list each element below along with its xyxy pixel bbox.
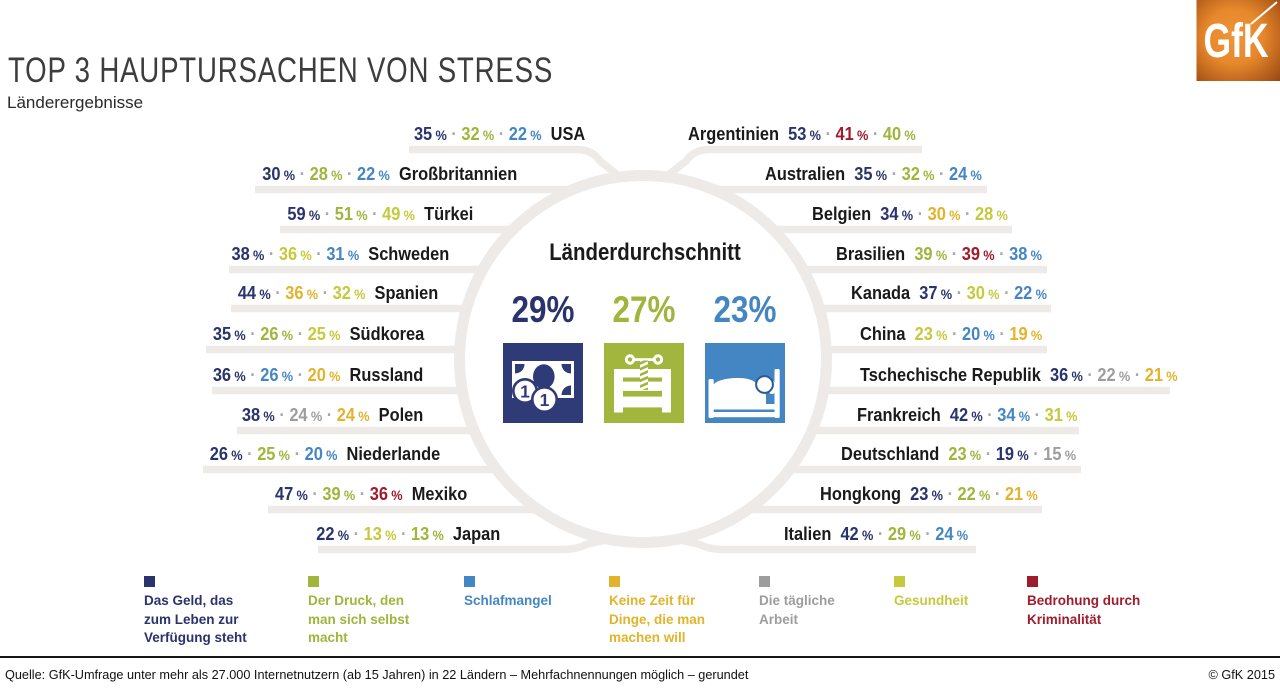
svg-text:1: 1 xyxy=(540,390,550,410)
svg-text:1: 1 xyxy=(520,382,530,402)
svg-text:GfK: GfK xyxy=(1203,14,1269,67)
